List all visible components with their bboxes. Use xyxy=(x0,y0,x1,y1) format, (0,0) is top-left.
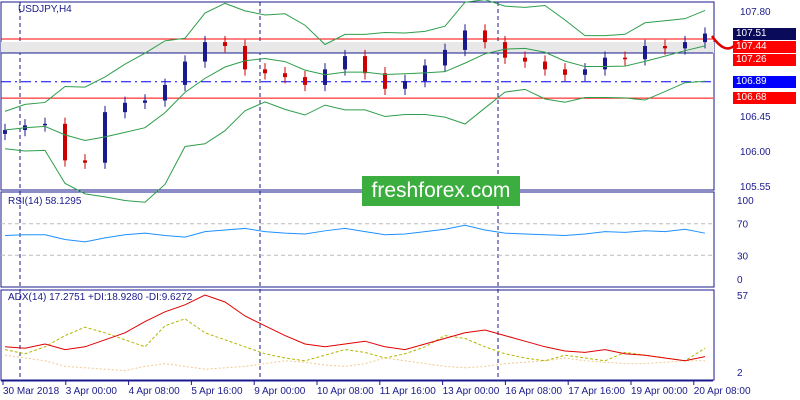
candle-body xyxy=(543,61,547,70)
candle-body xyxy=(283,73,287,78)
candle-body xyxy=(323,69,327,85)
candle-body xyxy=(223,42,227,47)
candle-body xyxy=(183,61,187,85)
candle-body xyxy=(663,46,667,49)
adx-line xyxy=(4,294,706,362)
time-axis-label: 20 Apr 08:00 xyxy=(694,386,751,397)
time-axis-label: 10 Apr 08:00 xyxy=(317,386,374,397)
rsi-line xyxy=(4,224,706,243)
rsi-axis-label: 70 xyxy=(737,220,749,231)
rsi-axis-label: 30 xyxy=(737,251,749,262)
time-axis-label: 16 Apr 08:00 xyxy=(505,386,562,397)
time-axis-label: 13 Apr 00:00 xyxy=(443,386,500,397)
price-tag: 107.51 xyxy=(733,27,796,40)
watermark-logo: freshforex.com xyxy=(362,176,520,206)
price-tag: 107.26 xyxy=(733,53,796,66)
time-axis-label: 4 Apr 08:00 xyxy=(129,386,181,397)
candle-body xyxy=(483,30,487,43)
candle-body xyxy=(463,30,467,50)
main-pane-frame xyxy=(0,1,715,191)
adx-pane-frame xyxy=(0,289,715,381)
candle-body xyxy=(143,100,147,103)
rsi-pane-frame xyxy=(0,191,715,288)
time-axis-label: 9 Apr 00:00 xyxy=(254,386,306,397)
adx-axis-label: 57 xyxy=(737,291,749,302)
candle-body xyxy=(523,57,527,62)
candle-body xyxy=(123,102,127,113)
bollinger-middle xyxy=(4,45,706,141)
time-axis-label: 3 Apr 00:00 xyxy=(66,386,118,397)
time-axis-label: 19 Apr 00:00 xyxy=(631,386,688,397)
price-tag: 106.89 xyxy=(733,75,796,88)
time-axis-label: 5 Apr 16:00 xyxy=(191,386,243,397)
minus-di-line xyxy=(4,354,705,372)
candle-body xyxy=(363,56,367,74)
price-tag: 107.44 xyxy=(733,40,796,53)
candle-body xyxy=(683,42,687,49)
bollinger-lower xyxy=(4,80,706,203)
time-axis-label: 11 Apr 16:00 xyxy=(380,386,436,397)
rsi-axis-label: 0 xyxy=(737,275,743,286)
candle-body xyxy=(503,42,507,58)
candle-body xyxy=(623,57,627,60)
rsi-label: RSI(14) 58.1295 xyxy=(8,196,82,207)
candle-body xyxy=(163,84,167,101)
price-axis-label: 105.55 xyxy=(740,182,771,193)
candle-body xyxy=(703,33,707,43)
candle-body xyxy=(603,57,607,70)
symbol-title: USDJPY,H4 xyxy=(18,4,72,15)
price-axis-label: 106.00 xyxy=(740,147,771,158)
adx-axis-label: 2 xyxy=(737,368,743,379)
candle-body xyxy=(303,77,307,85)
candle-body xyxy=(63,123,67,161)
candle-body xyxy=(203,42,207,62)
candle-body xyxy=(103,112,107,163)
adx-label: ADX(14) 17.2751 +DI:18.9280 -DI:9.6272 xyxy=(8,292,193,303)
candle-body xyxy=(43,123,47,126)
candle-body xyxy=(383,73,387,89)
candle-body xyxy=(263,69,267,74)
time-axis-label: 30 Mar 2018 xyxy=(3,386,60,397)
candle-body xyxy=(583,69,587,75)
time-axis-label: 17 Apr 16:00 xyxy=(568,386,625,397)
price-axis-label: 106.45 xyxy=(740,112,771,123)
candle-body xyxy=(643,46,647,60)
price-tag: 106.68 xyxy=(733,92,796,105)
resistance-zone xyxy=(1,42,714,54)
candle-body xyxy=(243,46,247,70)
bollinger-upper xyxy=(4,0,706,112)
candle-body xyxy=(403,81,407,89)
price-axis-label: 107.80 xyxy=(740,7,771,18)
candle-body xyxy=(563,69,567,75)
candle-body xyxy=(343,56,347,70)
candle-body xyxy=(83,160,87,163)
plus-di-line xyxy=(4,318,706,362)
candle-body xyxy=(3,130,7,134)
candle-body xyxy=(443,49,447,66)
rsi-axis-label: 100 xyxy=(737,196,754,207)
